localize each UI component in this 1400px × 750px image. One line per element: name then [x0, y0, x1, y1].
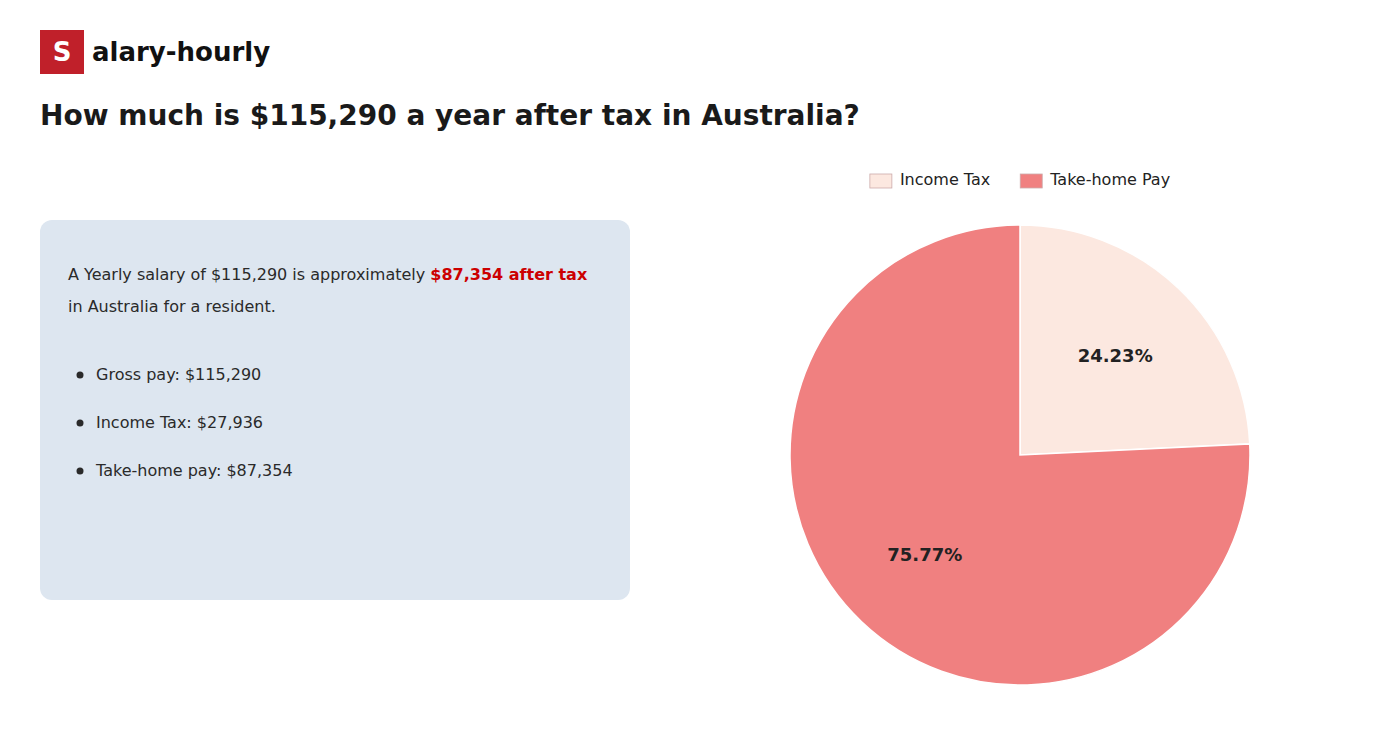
title: How much is $115,290 a year after tax in…	[40, 99, 860, 132]
info-box-background	[40, 220, 630, 600]
info-text: A Yearly salary of $115,290 is approxima…	[68, 265, 430, 284]
info-highlight: $87,354 after tax	[430, 265, 588, 284]
bullet-text: Take-home pay: $87,354	[95, 461, 293, 480]
legend-swatch	[1020, 174, 1042, 188]
bullet	[77, 420, 84, 427]
logo-letter: S	[53, 37, 72, 67]
info-box: A Yearly salary of $115,290 is approxima…	[40, 220, 630, 600]
bullet	[77, 372, 84, 379]
pie-slice	[790, 225, 1250, 685]
data-label: 24.23%	[1078, 345, 1153, 366]
pie: 24.23% 75.77%	[790, 225, 1250, 685]
pie-slice	[1020, 225, 1250, 455]
legend-swatch	[870, 174, 892, 188]
legend-label: Take-home Pay	[1049, 170, 1170, 189]
bullet-text: Gross pay: $115,290	[96, 365, 261, 384]
logo-box	[40, 30, 84, 74]
bullet-text: Income Tax: $27,936	[96, 413, 263, 432]
data-label: 75.77%	[887, 544, 962, 565]
info-line: A Yearly salary of $115,290 is approxima…	[68, 265, 588, 284]
logo: Salary-hourly	[40, 30, 270, 74]
bullet	[77, 468, 84, 475]
info-text: in Australia for a resident.	[68, 297, 276, 316]
chart: Salary-hourly How much is $115,290 a year…	[0, 0, 1400, 750]
logo-text: alary-hourly	[92, 37, 270, 67]
legend-item: Income Tax	[870, 170, 990, 189]
legend-label: Income Tax	[900, 170, 990, 189]
legend: Income Tax Take-home Pay	[870, 170, 1170, 189]
legend-item: Take-home Pay	[1020, 170, 1170, 189]
